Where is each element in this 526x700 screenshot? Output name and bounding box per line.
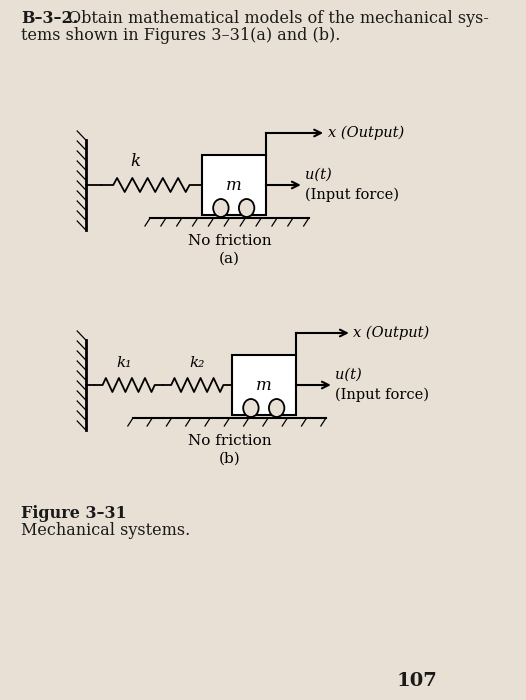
Text: m: m: [256, 377, 271, 393]
Text: B–3–2.: B–3–2.: [22, 10, 79, 27]
Text: x (Output): x (Output): [328, 126, 404, 140]
Text: x (Output): x (Output): [353, 326, 430, 340]
Text: k₂: k₂: [189, 356, 205, 370]
Text: (a): (a): [219, 252, 240, 266]
Text: k: k: [130, 153, 140, 170]
Circle shape: [213, 199, 229, 217]
Text: (Input force): (Input force): [306, 188, 399, 202]
Text: 107: 107: [397, 672, 438, 690]
Text: k₁: k₁: [117, 356, 132, 370]
Circle shape: [239, 199, 255, 217]
Text: tems shown in Figures 3–31(a) and (b).: tems shown in Figures 3–31(a) and (b).: [22, 27, 341, 44]
Circle shape: [269, 399, 285, 417]
Text: Mechanical systems.: Mechanical systems.: [22, 522, 191, 539]
Text: Obtain mathematical models of the mechanical sys-: Obtain mathematical models of the mechan…: [63, 10, 489, 27]
Text: (Input force): (Input force): [336, 388, 429, 402]
Text: No friction: No friction: [188, 234, 271, 248]
Text: Figure 3–31: Figure 3–31: [22, 505, 127, 522]
Text: u(t): u(t): [336, 368, 362, 382]
Bar: [231, 355, 296, 415]
Text: m: m: [226, 176, 241, 193]
Bar: [201, 155, 266, 215]
Text: No friction: No friction: [188, 434, 271, 448]
Text: (b): (b): [219, 452, 240, 466]
Circle shape: [243, 399, 259, 417]
Text: u(t): u(t): [306, 168, 332, 182]
